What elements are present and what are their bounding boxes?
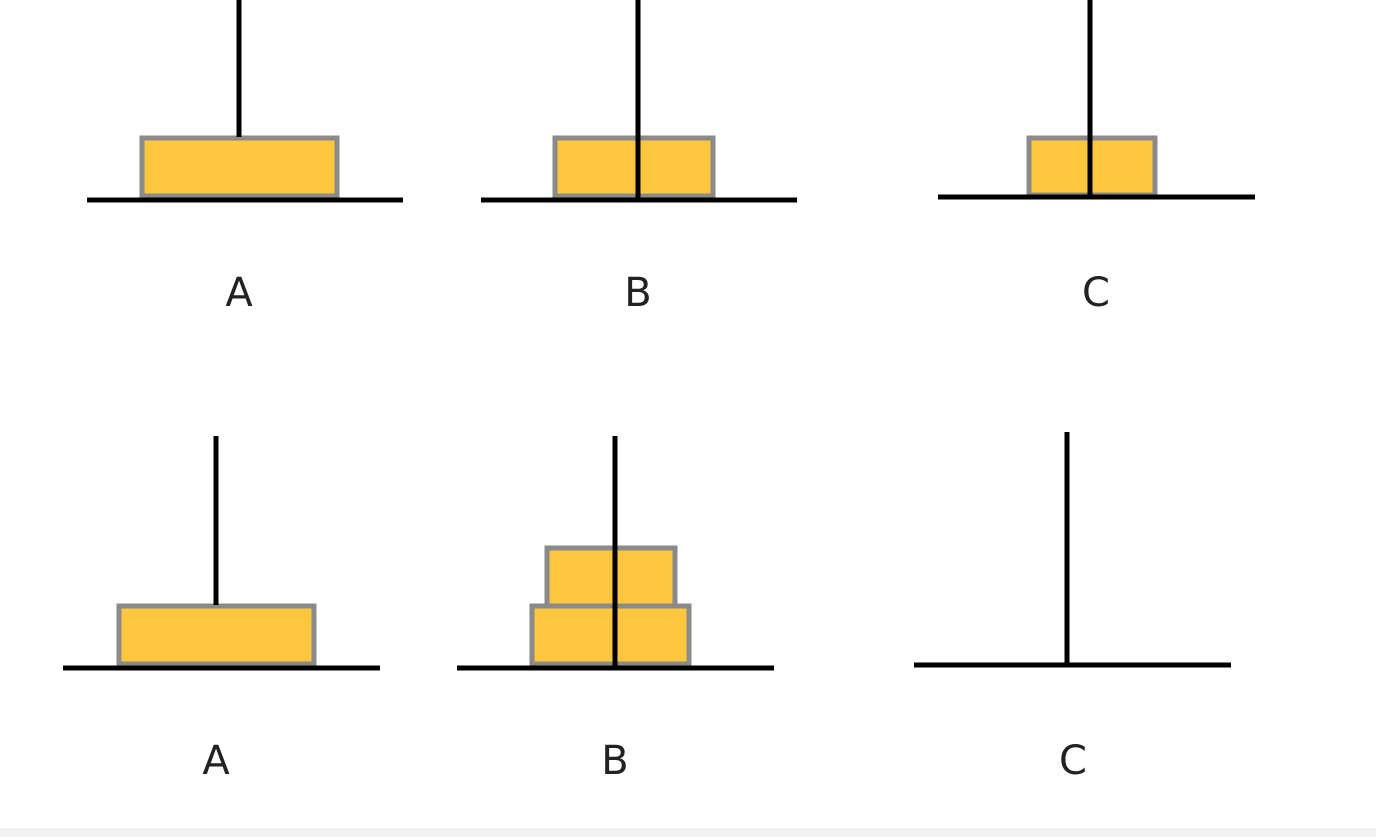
peg-label: C [1082,270,1110,316]
peg-label: B [601,738,628,784]
peg-label: C [1059,738,1087,784]
state-bottom: A B C [63,432,1231,784]
disk [116,603,317,667]
state-top: A B C [87,0,1255,316]
peg-label: B [624,270,651,316]
peg-label: A [202,738,230,784]
disk [529,603,692,667]
disk [552,135,716,199]
disk [544,545,678,609]
bottom-strip [0,828,1376,837]
disk [139,135,340,199]
peg-label: A [225,270,253,316]
